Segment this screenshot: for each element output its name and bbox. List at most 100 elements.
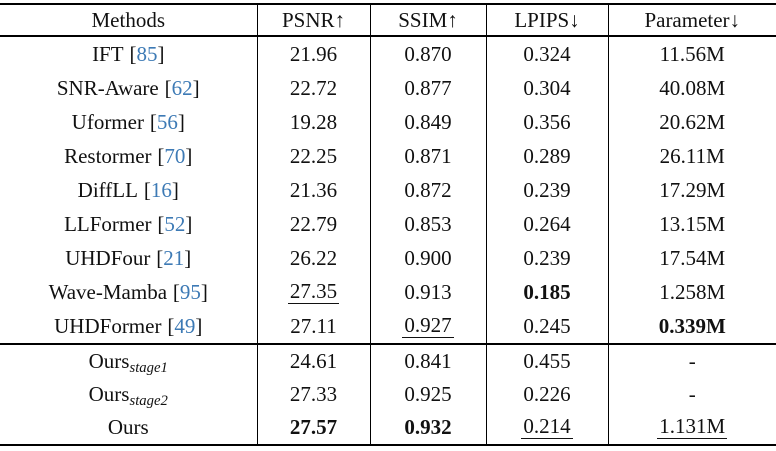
ssim-cell: 0.913 [369,275,486,309]
ssim-value: 0.841 [404,349,452,373]
citation-close-bracket: ] [195,313,203,338]
parameter-value: 1.258M [659,279,726,304]
lpips-value: 0.264 [523,211,571,236]
parameter-value: 11.56M [659,41,725,66]
parameter-value: 26.11M [659,143,725,168]
table-row-uhdformer: UHDFormer [49] 27.11 0.927 0.245 0.339M [0,309,776,344]
citation-link[interactable]: 95 [179,279,201,304]
ssim-cell: 0.900 [369,241,486,275]
citation-link[interactable]: 56 [156,109,178,134]
method-cell: LLFormer [52] [0,207,257,241]
parameter-cell: 1.258M [607,275,776,309]
ssim-value: 0.872 [404,177,452,202]
ssim-value: 0.913 [404,279,452,304]
header-row: Methods PSNR↑ SSIM↑ LPIPS↓ Parameter↓ [0,4,776,36]
citation-close-bracket: ] [185,143,193,168]
method-cell: Restormer [70] [0,139,257,173]
parameter-value: 40.08M [659,75,726,100]
psnr-cell: 27.11 [256,309,370,344]
lpips-cell: 0.356 [485,105,608,139]
table-row-wave-mamba: Wave-Mamba [95] 27.35 0.913 0.185 1.258M [0,275,776,309]
psnr-cell: 21.36 [256,173,370,207]
psnr-value: 27.35 [287,278,340,304]
table-row-uhdfour: UHDFour [21] 26.22 0.900 0.239 17.54M [0,241,776,275]
parameter-value: - [688,382,696,406]
table-row-diffll: DiffLL [16] 21.36 0.872 0.239 17.29M [0,173,776,207]
ssim-value: 0.849 [404,109,452,134]
parameter-value: 20.62M [659,109,726,134]
col-header-lpips: LPIPS↓ [485,4,608,36]
lpips-value: 0.304 [523,75,571,100]
citation-close-bracket: ] [192,75,200,100]
lpips-cell: 0.264 [485,207,608,241]
method-name: Ours [88,382,130,406]
parameter-value: 17.29M [659,177,726,202]
method-subscript: stage2 [129,393,168,410]
psnr-cell: 26.22 [256,241,370,275]
citation-open-bracket: [ [149,109,157,134]
ssim-cell: 0.877 [369,71,486,105]
table-row-restormer: Restormer [70] 22.25 0.871 0.289 26.11M [0,139,776,173]
method-cell: Oursstage1 [0,344,257,378]
psnr-value: 27.57 [289,415,338,439]
ssim-cell: 0.871 [369,139,486,173]
psnr-value: 22.25 [289,143,338,168]
parameter-cell: - [607,378,776,411]
citation-link[interactable]: 70 [164,143,186,168]
citation-open-bracket: [ [157,211,165,236]
method-cell: DiffLL [16] [0,173,257,207]
method-name: UHDFormer [54,313,162,338]
ssim-cell: 0.870 [369,36,486,71]
lpips-value: 0.239 [523,245,571,270]
method-name: SNR-Aware [56,75,159,100]
citation-open-bracket: [ [157,143,165,168]
col-header-psnr: PSNR↑ [256,4,370,36]
citation-close-bracket: ] [184,245,192,270]
citation-link[interactable]: 62 [171,75,193,100]
method-cell: UHDFour [21] [0,241,257,275]
ssim-value: 0.877 [404,75,452,100]
lpips-cell: 0.214 [485,411,608,445]
lpips-cell: 0.289 [485,139,608,173]
parameter-value: 0.339M [658,313,726,338]
method-name: Restormer [64,143,152,168]
col-header-parameter: Parameter↓ [607,4,776,36]
citation-open-bracket: [ [129,41,137,66]
psnr-value: 22.79 [289,211,338,236]
psnr-cell: 21.96 [256,36,370,71]
lpips-value: 0.214 [521,414,573,439]
citation-open-bracket: [ [143,177,151,202]
citation-link[interactable]: 85 [136,41,158,66]
psnr-value: 27.11 [290,313,337,338]
method-cell: UHDFormer [49] [0,309,257,344]
table-row-llformer: LLFormer [52] 22.79 0.853 0.264 13.15M [0,207,776,241]
method-name: LLFormer [64,211,152,236]
lpips-value: 0.245 [523,313,571,338]
ssim-cell: 0.927 [369,309,486,344]
citation-close-bracket: ] [171,177,179,202]
ssim-value: 0.927 [402,312,454,338]
method-name: Uformer [71,109,144,134]
citation-open-bracket: [ [172,279,180,304]
citation-open-bracket: [ [167,313,175,338]
citation-link[interactable]: 16 [150,177,172,202]
lpips-cell: 0.239 [485,173,608,207]
lpips-cell: 0.226 [485,378,608,411]
table-row-ours-stage2: Oursstage2 27.33 0.925 0.226 - [0,378,776,411]
psnr-cell: 22.25 [256,139,370,173]
ssim-cell: 0.932 [369,411,486,445]
lpips-cell: 0.185 [485,275,608,309]
psnr-value: 26.22 [289,245,338,270]
citation-link[interactable]: 52 [164,211,186,236]
citation-link[interactable]: 21 [163,245,185,270]
parameter-value: - [688,349,696,373]
lpips-cell: 0.324 [485,36,608,71]
parameter-cell: 40.08M [607,71,776,105]
results-table: Methods PSNR↑ SSIM↑ LPIPS↓ Parameter↓ IF… [0,3,776,446]
parameter-cell: 1.131M [607,411,776,445]
parameter-cell: 13.15M [607,207,776,241]
ssim-cell: 0.925 [369,378,486,411]
citation-link[interactable]: 49 [174,313,196,338]
psnr-cell: 22.72 [256,71,370,105]
